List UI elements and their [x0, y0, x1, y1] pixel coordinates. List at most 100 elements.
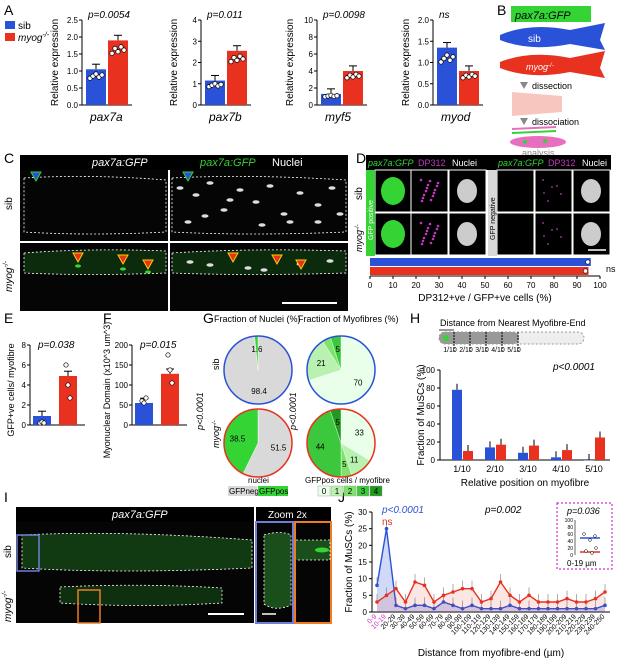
a-chart-tick-label: 10 — [304, 16, 313, 25]
legend-swatch-gfppos — [258, 486, 288, 496]
legend-label-myog: myog-/- — [18, 32, 50, 44]
triangle-marker-icon-6 — [227, 252, 239, 264]
dp312-dot — [432, 234, 436, 238]
data-point — [444, 52, 450, 58]
data-point — [93, 71, 99, 77]
panel-b-schematic: pax7a:GFP sib myog-/- dissection dissoci… — [500, 6, 605, 158]
nucleus-dot — [206, 181, 214, 185]
j-inset-box — [556, 502, 613, 570]
h-tick-label: 60 — [426, 402, 435, 411]
h-bar — [595, 437, 605, 460]
pie-title-fibres: Fraction of Myofibres (%) — [298, 314, 399, 324]
h-tick-label: 80 — [426, 384, 435, 393]
nucleus-dot — [192, 193, 200, 197]
a-y-label: Relative expression — [401, 19, 412, 106]
j-tick-label: 10 — [358, 575, 367, 584]
data-point — [65, 382, 71, 388]
dp312-dot — [556, 185, 558, 187]
a-gene-label: pax7b — [208, 110, 242, 124]
j-data-point — [479, 600, 484, 604]
j-data-point — [460, 606, 465, 611]
h-bar — [562, 450, 572, 460]
h-x-tick-label: 3/10 — [519, 464, 537, 474]
panel-d-header-gfp: pax7a:GFP — [367, 158, 414, 168]
j-data-point — [593, 606, 598, 611]
a-p-value: p=0.0054 — [87, 10, 130, 21]
j-inset-point — [582, 532, 586, 536]
panel-letter-b: B — [497, 2, 506, 18]
d-tick-label: 80 — [550, 281, 559, 290]
pie-slice-label: 1.6 — [251, 345, 263, 354]
data-point — [118, 44, 124, 50]
j-data-point — [394, 603, 398, 608]
j-tick-label: 15 — [358, 558, 367, 567]
a-chart-tick-label: 2.5 — [67, 16, 79, 25]
fish-label-sib: sib — [528, 34, 541, 45]
f-chart-tick-label: 50 — [119, 401, 128, 410]
nucleus-dot — [286, 220, 294, 224]
legend-swatch — [317, 485, 331, 497]
legend-label: 1 — [335, 487, 340, 496]
d-tick-label: 30 — [435, 281, 444, 290]
j-data-point — [565, 606, 569, 611]
dp312-dot — [425, 229, 429, 233]
pie-slice-label: 33 — [355, 429, 364, 438]
triangle-marker-icon-3 — [72, 252, 84, 264]
j-data-point — [479, 606, 484, 611]
panel-i-header-bar — [16, 507, 254, 522]
nucleus-dot — [328, 186, 336, 190]
j-data-point — [413, 603, 417, 608]
dp312-dot — [426, 183, 430, 187]
d-tick-label: 60 — [504, 281, 513, 290]
dp312-dot — [419, 178, 423, 182]
panel-d-header-bar — [366, 155, 611, 170]
micrograph-tile — [496, 212, 535, 256]
segment-label: 5/10 — [507, 347, 521, 354]
legend-label-sib: sib — [18, 21, 31, 32]
data-point — [472, 73, 478, 79]
pie-outline — [306, 335, 376, 405]
j-tick-label: 0 — [363, 608, 368, 617]
triangle-marker-icon-2 — [182, 171, 194, 183]
segment-label: 1/10 — [443, 347, 457, 354]
panel-letter-j: J — [338, 489, 345, 505]
nucleus-dot — [336, 212, 344, 216]
h-bar — [463, 451, 473, 460]
pie-slice-label: 51.5 — [271, 444, 287, 453]
j-inset-point — [593, 534, 597, 538]
a-chart-tick-label: 1.0 — [418, 59, 430, 68]
nucleus-dot — [226, 198, 234, 202]
data-point — [585, 259, 591, 265]
pie-slice-label: 44 — [316, 442, 325, 451]
zoom-image-orange — [294, 521, 332, 624]
a-chart-tick-label: 1.0 — [67, 67, 79, 76]
dp312-dot — [435, 227, 439, 231]
j-inset-tick-label: 100 — [565, 518, 574, 524]
j-data-point — [555, 600, 560, 604]
a-p-value: p=0.0098 — [322, 10, 365, 21]
dish-shape — [510, 136, 566, 148]
legend-label: 3 — [361, 487, 366, 496]
panel-d-images: pax7a:GFP DP312 Nuclei pax7a:GFP DP312 N… — [354, 155, 611, 256]
j-inset-label: 0-19 µm — [567, 559, 597, 568]
j-p-main: p=0.002 — [484, 505, 522, 516]
triangle-marker-icon-8 — [295, 259, 307, 271]
dp312-dot — [556, 228, 558, 230]
nucleus-dot — [206, 263, 214, 267]
panel-c-header-bar — [20, 155, 348, 170]
panel-letter-i: I — [4, 489, 8, 505]
data-point — [240, 56, 246, 62]
data-point — [582, 268, 588, 274]
legend-swatch — [330, 485, 344, 497]
zoom-box-orange — [77, 589, 101, 624]
j-data-point — [403, 600, 408, 604]
j-data-point — [565, 596, 569, 601]
cell-dot-3 — [443, 335, 449, 341]
h-x-tick-label: 5/10 — [585, 464, 603, 474]
j-data-point — [460, 586, 465, 591]
f-chart-tick-label: 200 — [115, 341, 129, 350]
fibre-outline-dashed-4 — [171, 249, 347, 275]
pie-outline — [306, 408, 376, 478]
pie-slice-label: 98.4 — [251, 387, 267, 396]
